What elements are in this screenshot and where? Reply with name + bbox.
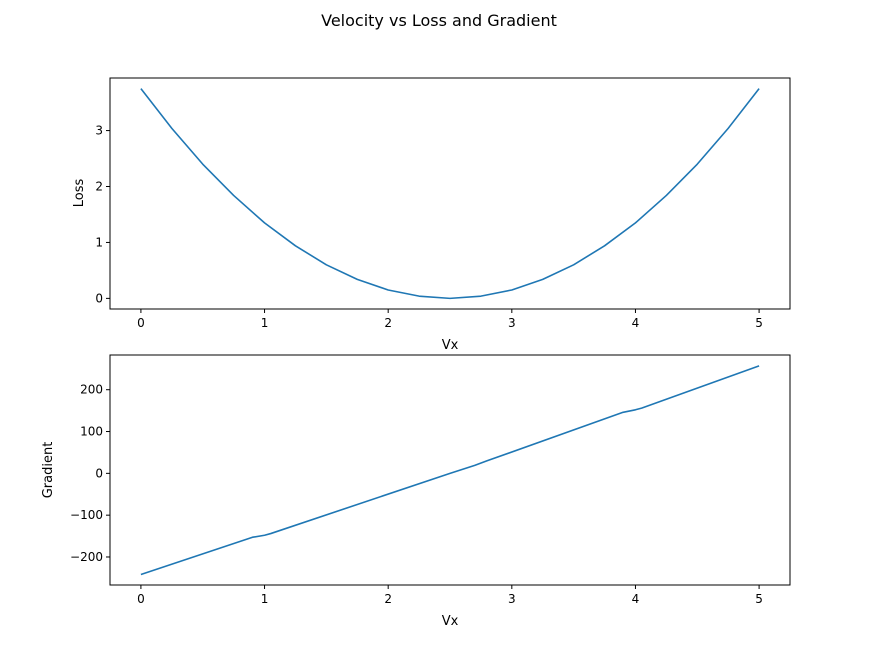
loss-series-line-0: [140, 88, 760, 300]
gradient-y-tick-label: 100: [80, 425, 103, 439]
loss-x-tick-label: 5: [755, 316, 763, 330]
gradient-x-tick-label: 2: [384, 592, 392, 606]
loss-ticks: 0 1 2 3 4 5 0 1 2 3: [95, 124, 763, 330]
loss-y-tick-label: 1: [95, 235, 103, 249]
gradient-y-tick-label: −200: [70, 550, 103, 564]
gradient-x-tick-label: 4: [632, 592, 640, 606]
loss-y-tick-label: 3: [95, 124, 103, 138]
gradient-y-axis-label: Gradient: [41, 442, 56, 499]
loss-plot-area: [140, 88, 760, 300]
loss-y-tick-label: 0: [95, 291, 103, 305]
loss-x-tick-label: 0: [137, 316, 145, 330]
loss-x-axis-label: Vx: [442, 338, 459, 353]
gradient-y-tick-label: −100: [70, 508, 103, 522]
gradient-subplot: 0 1 2 3 4 5 −200 −100 0 100 200 Vx Gradient: [41, 354, 791, 629]
loss-x-tick-label: 3: [508, 316, 516, 330]
gradient-axes-frame: [109, 354, 791, 586]
gradient-x-axis-label: Vx: [442, 614, 459, 629]
loss-x-tick-label: 2: [384, 316, 392, 330]
gradient-series-line-0: [140, 365, 760, 576]
loss-y-tick-label: 2: [95, 180, 103, 194]
gradient-x-tick-label: 3: [508, 592, 516, 606]
loss-axes-frame: [109, 77, 791, 310]
gradient-y-tick-label: 0: [95, 466, 103, 480]
gradient-plot-area: [140, 365, 760, 576]
loss-subplot: 0 1 2 3 4 5 0 1 2 3 Vx Loss: [72, 77, 791, 353]
gradient-x-tick-label: 0: [137, 592, 145, 606]
loss-y-axis-label: Loss: [72, 179, 87, 208]
gradient-ticks: 0 1 2 3 4 5 −200 −100 0 100 200: [70, 383, 763, 606]
gradient-y-tick-label: 200: [80, 383, 103, 397]
figure-title: Velocity vs Loss and Gradient: [321, 11, 557, 30]
gradient-x-tick-label: 1: [261, 592, 269, 606]
gradient-x-tick-label: 5: [755, 592, 763, 606]
loss-x-tick-label: 4: [632, 316, 640, 330]
loss-x-tick-label: 1: [261, 316, 269, 330]
